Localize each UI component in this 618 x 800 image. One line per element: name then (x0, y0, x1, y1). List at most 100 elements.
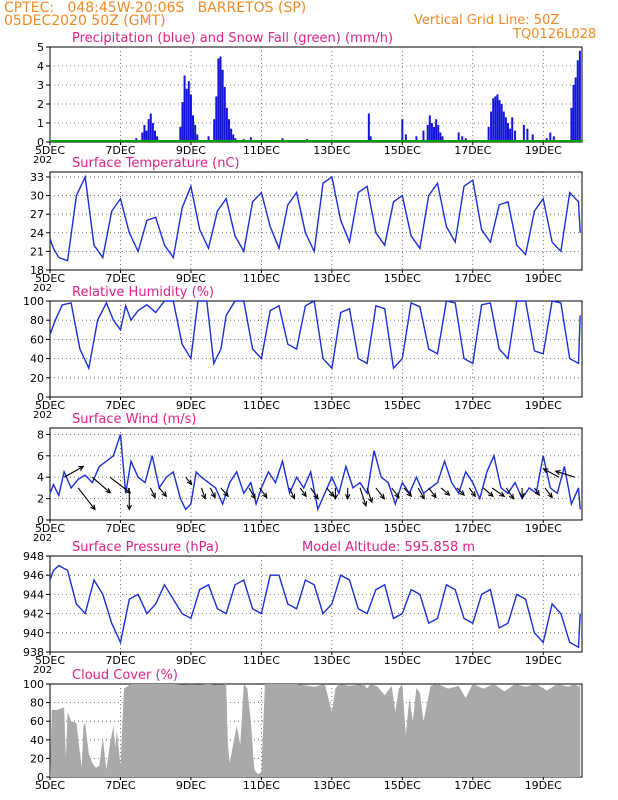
precip-x-tick-label: 17DEC (454, 144, 491, 157)
rh-x-tick-label: 19DEC (525, 399, 562, 412)
precip-bar (492, 98, 495, 142)
pres-annotation: Model Altitude: 595.858 m (302, 540, 475, 555)
rh-y-tick-label: 0 (37, 391, 44, 404)
cloud-x-tick-label: 19DEC (525, 779, 562, 792)
wind-vector (391, 487, 400, 498)
precip-bar (232, 134, 235, 142)
precip-x-tick-label: 9DEC (176, 144, 206, 157)
precip-bar (147, 119, 150, 142)
wind-vector-arrowhead (419, 493, 425, 500)
precip-bar (430, 123, 433, 142)
temp-x-tick-label: 19DEC (525, 272, 562, 285)
wind-vector-arrowhead (313, 493, 319, 500)
pres-y-tick-label: 946 (23, 569, 44, 582)
precip-bar (504, 117, 507, 142)
precip-bar (507, 123, 510, 142)
cloud-y-tick-label: 20 (30, 752, 44, 765)
wind-vector-arrowhead (250, 493, 256, 500)
temp-x-year-stub: 202 (33, 283, 52, 294)
rh-x-tick-label: 17DEC (454, 399, 491, 412)
precip-bar (179, 126, 182, 142)
precip-bar (494, 96, 497, 142)
precip-bar (441, 136, 444, 142)
pres-x-tick-label: 7DEC (105, 654, 135, 667)
precip-bar (549, 132, 552, 142)
wind-x-tick-label: 13DEC (313, 522, 350, 535)
precip-bar (141, 132, 144, 142)
wind-vector (403, 487, 412, 497)
precip-bar (194, 124, 197, 142)
precip-x-tick-label: 15DEC (384, 144, 421, 157)
wind-vector-arrowhead (459, 490, 465, 496)
pres-x-tick-label: 19DEC (525, 654, 562, 667)
wind-vector-arrowhead (431, 492, 437, 499)
wind-vector-arrowhead (78, 465, 85, 471)
wind-vector (440, 487, 450, 496)
rh-x-year-stub: 202 (33, 410, 52, 421)
wind-y-tick-label: 2 (37, 493, 44, 506)
temp-y-tick-label: 18 (30, 264, 44, 277)
precip-bar (189, 94, 192, 142)
wind-vector-arrowhead (262, 492, 268, 499)
wind-vector (310, 487, 319, 500)
pres-x-year-stub: 202 (33, 665, 52, 676)
precip-bar (181, 102, 184, 142)
wind-vector (375, 487, 385, 500)
temp-y-tick-label: 24 (30, 227, 44, 240)
precip-bar (461, 136, 464, 142)
wind-vector-arrowhead (332, 493, 339, 500)
rh-title: Relative Humidity (%) (72, 285, 214, 300)
precip-bar (156, 136, 159, 142)
precip-bar (149, 113, 152, 142)
header-run-time: 05DEC2020 50Z (GMT) (4, 13, 166, 29)
rh-x-tick-label: 11DEC (243, 399, 280, 412)
wind-vector (259, 487, 268, 498)
precip-bar (526, 128, 529, 142)
wind-x-tick-label: 9DEC (176, 522, 206, 535)
precip-x-tick-label: 7DEC (105, 144, 135, 157)
pres-y-tick-label: 940 (23, 627, 44, 640)
wind-vector (417, 487, 425, 499)
temp-y-tick-label: 33 (30, 171, 44, 184)
precip-bar (576, 60, 579, 142)
precip-bar (572, 85, 575, 142)
rh-y-tick-label: 60 (30, 333, 44, 346)
pres-x-tick-label: 9DEC (176, 654, 206, 667)
wind-vector (77, 487, 96, 510)
rh-x-tick-label: 15DEC (384, 399, 421, 412)
wind-vector-arrowhead (534, 490, 540, 497)
rh-frame (49, 300, 583, 398)
wind-vector (366, 487, 373, 503)
wind-vector-arrowhead (444, 490, 451, 496)
precip-bar (227, 119, 230, 142)
precip-bar (490, 111, 493, 142)
precip-bar (401, 119, 404, 142)
wind-vector-arrowhead (368, 497, 374, 504)
cloud-title: Cloud Cover (%) (72, 668, 178, 683)
pres-y-tick-label: 948 (23, 550, 44, 563)
pres-y-tick-label: 938 (23, 646, 44, 659)
wind-vector (248, 487, 256, 499)
precip-y-tick-label: 2 (37, 98, 44, 111)
wind-vector-arrowhead (508, 493, 515, 500)
precip-bar (185, 88, 188, 142)
wind-x-tick-label: 15DEC (384, 522, 421, 535)
wind-vector (200, 487, 206, 499)
pres-y-tick-label: 942 (23, 608, 44, 621)
precip-bar (433, 126, 436, 142)
cloud-x-tick-label: 5DEC (35, 779, 65, 792)
wind-x-tick-label: 7DEC (105, 522, 135, 535)
wind-x-tick-label: 19DEC (525, 522, 562, 535)
precip-bar (183, 75, 186, 142)
pres-x-tick-label: 17DEC (454, 654, 491, 667)
precip-bar (574, 77, 577, 142)
precip-bar (230, 128, 233, 142)
wind-vector (533, 487, 540, 496)
temp-x-tick-label: 15DEC (384, 272, 421, 285)
precip-bar (367, 113, 370, 142)
wind-vector-arrowhead (394, 492, 400, 499)
wind-vector (491, 487, 505, 497)
precip-bar (500, 104, 503, 142)
wind-vector-arrowhead (547, 492, 553, 499)
wind-vector-arrowhead (126, 504, 132, 511)
